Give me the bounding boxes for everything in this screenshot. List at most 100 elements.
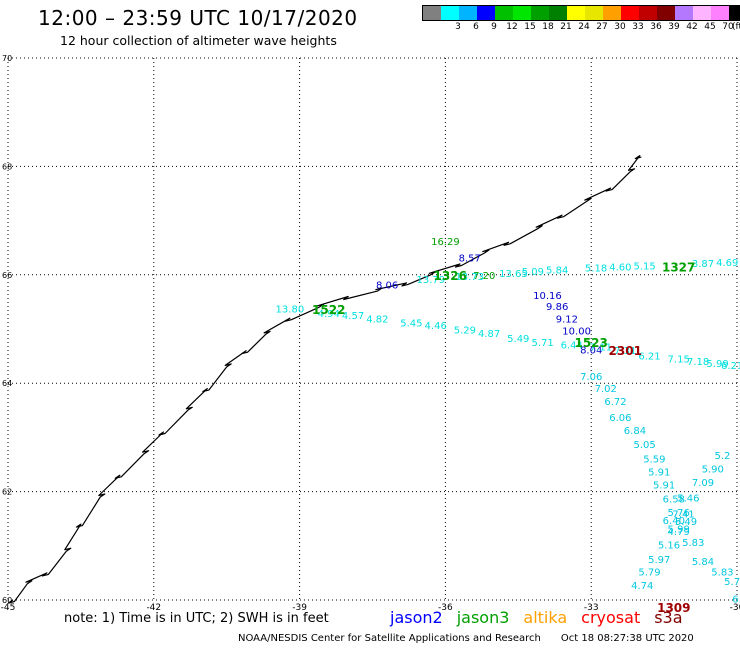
wave-height-track1309: 5.91 (653, 480, 675, 491)
lat-tick-label: 66 (2, 271, 12, 280)
wave-height-track1522: 7.15 (668, 355, 690, 366)
pass-time-label: 1522 (312, 303, 345, 317)
pass-time-label: 1326 (434, 269, 467, 283)
wave-height-track1522: 7.11 (590, 343, 612, 354)
lon-tick-label: -30 (730, 603, 740, 613)
wave-height-jason2: 8.06 (376, 280, 398, 291)
legend-tick-label: 39 (668, 22, 680, 32)
wave-height-track1522: 5.99 (706, 359, 728, 370)
wave-height-track1327: 13.65 (499, 269, 528, 280)
wave-height-track1522: 5.45 (400, 318, 422, 329)
legend-swatch (603, 6, 621, 20)
wave-height-track1309: 5.97 (648, 555, 670, 566)
legend-tick-label: 21 (560, 22, 572, 32)
wave-height-track1309: 6.72 (604, 397, 626, 408)
satellite-jason3: jason3 (456, 608, 510, 627)
wave-height-jason2: 10.16 (533, 291, 562, 302)
wave-height-track1309: 5.16 (658, 541, 680, 552)
wave-height-track1522: 6.44 (561, 341, 583, 352)
satellite-legend: jason2 jason3 altika cryosat s3a (390, 608, 697, 627)
wave-height-track1327: 3.87 (692, 259, 714, 270)
wave-height-jason2: 8.57 (459, 253, 481, 264)
legend-swatch (459, 6, 477, 20)
wave-height-track1327: 4.69 (716, 258, 738, 269)
legend-swatch (657, 6, 675, 20)
wave-height-track1309: 7.02 (595, 384, 617, 395)
wave-height-track1327: 13.73 (455, 272, 484, 283)
wave-height-track1309: 7.41 (672, 510, 694, 521)
wave-height-track1309: 5.49 (675, 517, 697, 528)
legend-tick-label: 6 (473, 22, 479, 32)
wave-height-jason2: 10.00 (562, 326, 591, 337)
wave-height-track1309: 6.06 (609, 413, 631, 424)
lat-tick-label: 62 (2, 488, 12, 497)
legend-swatch (639, 6, 657, 20)
wave-height-track-east: 5.7 (724, 577, 740, 588)
legend-swatch (693, 6, 711, 20)
wave-height-jason3: 7.20 (473, 271, 495, 282)
wave-height-track1309: 6.58 (663, 494, 685, 505)
wave-height-track-east: 5.90 (702, 465, 724, 476)
lon-tick-label: -36 (438, 603, 453, 613)
legend-swatch (423, 6, 441, 20)
legend-tick-label: 42 (686, 22, 698, 32)
legend-swatch (675, 6, 693, 20)
legend-swatches (422, 5, 740, 21)
lon-tick-label: -45 (1, 603, 16, 613)
credit-text: NOAA/NESDIS Center for Satellite Applica… (238, 633, 541, 644)
lat-tick-label: 68 (2, 162, 12, 171)
wave-height-track1309: 4.74 (631, 581, 653, 592)
wave-height-track1327: 5.18 (585, 264, 607, 275)
legend-swatch (729, 6, 740, 20)
satellite-jason2: jason2 (390, 608, 443, 627)
legend-tick-label: 30 (614, 22, 626, 32)
map-title: 12:00 – 23:59 UTC 10/17/2020 (38, 6, 358, 30)
legend-swatch (621, 6, 639, 20)
wave-height-jason2: 9.12 (556, 314, 578, 325)
wave-height-track1309: 5.91 (648, 467, 670, 478)
legend-tick-label: 9 (491, 22, 497, 32)
legend-swatch (495, 6, 513, 20)
legend-tick-label: 36 (650, 22, 662, 32)
legend-tick-label: 70 (722, 22, 734, 32)
lat-tick-label: 64 (2, 379, 12, 388)
wave-height-track1309: 5.05 (634, 440, 656, 451)
wave-height-track1309: 4.79 (668, 527, 690, 538)
wave-height-track1522: 4.46 (425, 321, 447, 332)
wave-height-track1522: 13.80 (276, 305, 305, 316)
legend-tick-label: 15 (524, 22, 536, 32)
legend-tick-label: 45 (704, 22, 716, 32)
lat-tick-label: 70 (2, 54, 12, 63)
legend-tick-label: 27 (596, 22, 608, 32)
pass-time-label: 2301 (609, 344, 642, 358)
wave-height-track1309: 7.06 (580, 372, 602, 383)
wave-height-jason3: 16.29 (431, 237, 460, 248)
footnote: note: 1) Time is in UTC; 2) SWH is in fe… (64, 611, 329, 626)
lon-tick-label: -42 (146, 603, 161, 613)
timestamp: Oct 18 08:27:38 UTC 2020 (560, 633, 694, 644)
legend-swatch (441, 6, 459, 20)
wave-height-track1327: 13.79 (416, 275, 445, 286)
satellite-cryosat: cryosat (581, 608, 641, 627)
wave-height-track-east: 5.83 (682, 538, 704, 549)
wave-height-track1327: 5.15 (634, 261, 656, 272)
legend-swatch (711, 6, 729, 20)
legend-swatch (549, 6, 567, 20)
legend-unit: (ft) (732, 22, 740, 32)
wave-height-track1522: 4.57 (342, 311, 364, 322)
map-subtitle: 12 hour collection of altimeter wave hei… (60, 33, 337, 48)
legend-swatch (567, 6, 585, 20)
wave-height-track1522: 5.71 (531, 338, 553, 349)
wave-height-track1522: 4.87 (478, 329, 500, 340)
legend-swatch (531, 6, 549, 20)
wave-height-track1309: 6.84 (624, 426, 646, 437)
wave-height-track1309: 5.79 (638, 568, 660, 579)
wave-height-track1309: 5.59 (643, 454, 665, 465)
wave-height-track-east: 5.76 (668, 508, 690, 519)
pass-time-label: 1309 (657, 601, 690, 615)
legend-swatch (585, 6, 603, 20)
lon-tick-label: -33 (584, 603, 599, 613)
